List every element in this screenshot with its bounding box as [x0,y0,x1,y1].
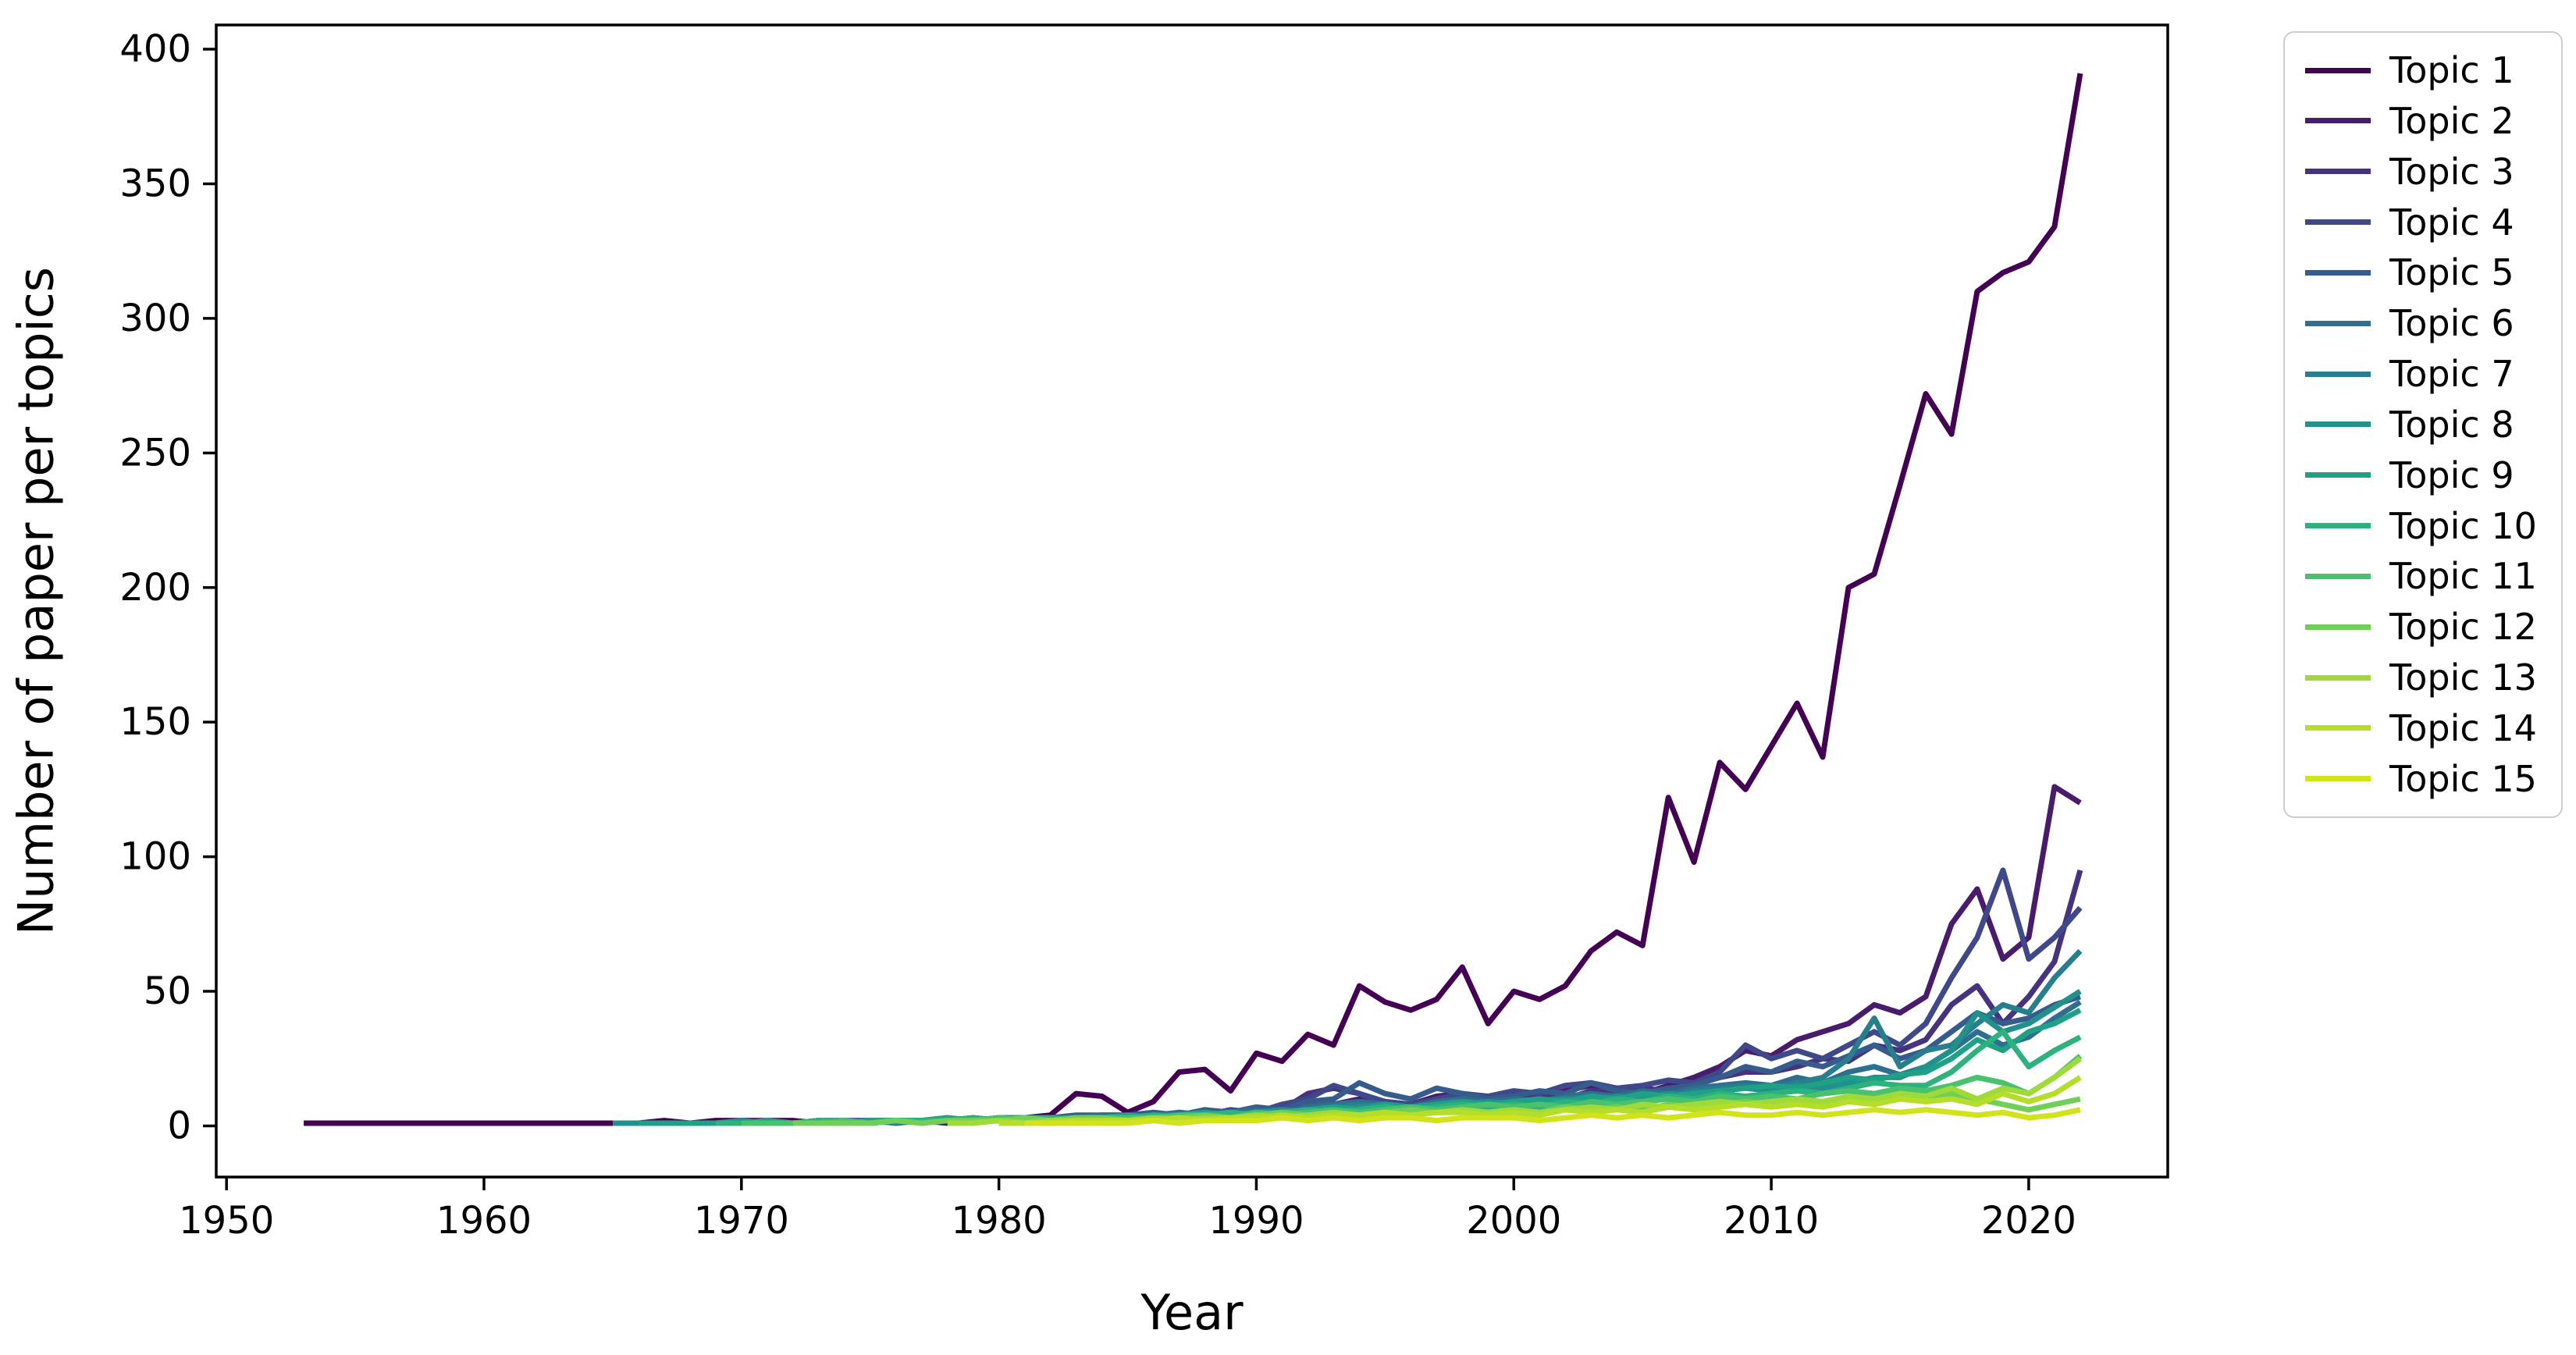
plot-border [215,23,2169,1179]
x-tick-label-2020: 2020 [1981,1199,2076,1243]
legend-swatch-topic-3 [2305,169,2371,175]
legend-swatch-topic-1 [2305,67,2371,73]
y-tick-label-150: 150 [119,700,191,744]
legend-label-topic-7: Topic 7 [2389,353,2514,396]
legend-item-topic-8: Topic 8 [2305,400,2553,450]
legend-swatch-topic-11 [2305,573,2371,579]
legend-item-topic-3: Topic 3 [2305,147,2553,197]
legend-label-topic-3: Topic 3 [2389,150,2514,193]
legend-label-topic-6: Topic 6 [2389,302,2514,345]
legend-swatch-topic-10 [2305,523,2371,529]
y-tick-label-250: 250 [119,431,191,475]
x-tick-label-2010: 2010 [1724,1199,1819,1243]
y-tick-label-200: 200 [119,566,191,610]
legend-label-topic-11: Topic 11 [2389,555,2537,598]
x-axis-title: Year [1140,1284,1244,1341]
y-tick-label-100: 100 [119,835,191,879]
y-tick-label-350: 350 [119,162,191,205]
x-tick-label-1950: 1950 [179,1199,274,1243]
legend-swatch-topic-7 [2305,371,2371,377]
legend-label-topic-4: Topic 4 [2389,201,2514,244]
legend-item-topic-7: Topic 7 [2305,349,2553,399]
legend-swatch-topic-15 [2305,776,2371,782]
y-tick-label-50: 50 [144,969,191,1013]
legend-swatch-topic-6 [2305,320,2371,326]
legend-label-topic-12: Topic 12 [2389,606,2537,649]
legend-swatch-topic-9 [2305,472,2371,478]
legend-item-topic-13: Topic 13 [2305,653,2553,702]
legend-item-topic-15: Topic 15 [2305,754,2553,804]
legend-label-topic-9: Topic 9 [2389,453,2514,496]
legend-label-topic-14: Topic 14 [2389,706,2537,749]
legend-item-topic-5: Topic 5 [2305,247,2553,297]
y-tick-label-400: 400 [119,27,191,71]
series-line-topic-15 [1024,1107,2081,1126]
x-tick-label-1980: 1980 [952,1199,1047,1243]
legend-label-topic-8: Topic 8 [2389,403,2514,446]
legend-item-topic-1: Topic 1 [2305,45,2553,95]
legend-item-topic-2: Topic 2 [2305,96,2553,146]
legend-swatch-topic-13 [2305,674,2371,681]
legend-label-topic-15: Topic 15 [2389,757,2537,800]
series-line-topic-1 [304,73,2083,1126]
legend-label-topic-1: Topic 1 [2389,49,2514,91]
legend-label-topic-10: Topic 10 [2389,504,2537,547]
legend-item-topic-10: Topic 10 [2305,501,2553,551]
legend-swatch-topic-12 [2305,624,2371,630]
legend-swatch-topic-8 [2305,421,2371,428]
legend-item-topic-9: Topic 9 [2305,450,2553,500]
y-tick-label-0: 0 [167,1104,191,1147]
legend-label-topic-5: Topic 5 [2389,251,2514,294]
legend-label-topic-2: Topic 2 [2389,99,2514,142]
legend-swatch-topic-5 [2305,269,2371,276]
x-tick-label-1990: 1990 [1208,1199,1304,1243]
legend-swatch-topic-2 [2305,118,2371,124]
x-tick-label-2000: 2000 [1466,1199,1561,1243]
legend-item-topic-4: Topic 4 [2305,197,2553,247]
legend-item-topic-12: Topic 12 [2305,602,2553,652]
legend-item-topic-11: Topic 11 [2305,551,2553,601]
y-tick-label-300: 300 [119,297,191,340]
series-line-topic-14 [998,1075,2082,1126]
x-tick-label-1970: 1970 [694,1199,789,1243]
legend-swatch-topic-14 [2305,725,2371,731]
legend-swatch-topic-4 [2305,219,2371,226]
legend-item-topic-6: Topic 6 [2305,298,2553,348]
x-tick-label-1960: 1960 [436,1199,532,1243]
legend-label-topic-13: Topic 13 [2389,656,2537,699]
y-axis-title: Number of paper per topics [7,266,65,936]
legend-item-topic-14: Topic 14 [2305,703,2553,753]
legend: Topic 1 Topic 2 Topic 3 Topic 4 Topic 5 Topic… [2283,31,2563,818]
series-line-topic-2 [612,784,2082,1126]
